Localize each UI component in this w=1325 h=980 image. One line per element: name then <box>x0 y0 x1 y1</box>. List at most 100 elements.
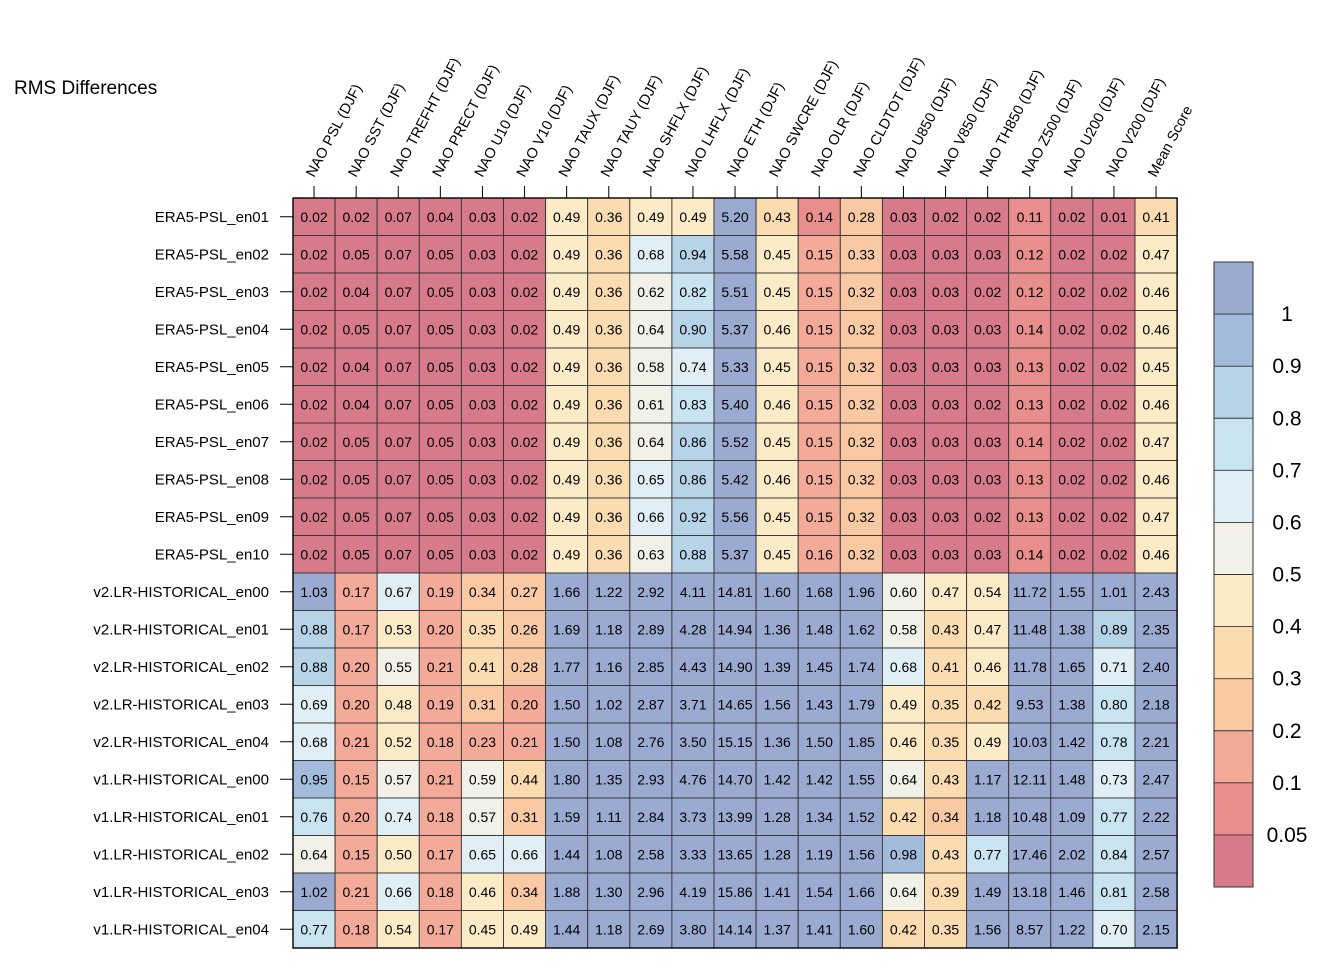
cell-value-label: 0.88 <box>300 621 327 637</box>
heatmap-cell <box>1008 235 1052 274</box>
cell-value-label: 0.18 <box>427 884 454 900</box>
cell-value-label: 0.05 <box>343 509 370 525</box>
cell-value-label: 0.02 <box>1100 546 1127 562</box>
cell-value-label: 0.46 <box>1142 284 1169 300</box>
cell-value-label: 1.62 <box>848 621 875 637</box>
heatmap-cells: 0.02 0.02 0.07 0.04 0.03 0.02 0.49 0.36 0.49 0.49… <box>292 197 1178 949</box>
heatmap-cell <box>418 722 462 761</box>
cell-value-label: 0.02 <box>300 434 327 450</box>
heatmap-cell <box>545 310 589 349</box>
row-label: ERA5-PSL_en07 <box>155 434 269 451</box>
cell-value-label: 0.59 <box>469 771 496 787</box>
colorbar-tick-label: 0.7 <box>1272 459 1301 482</box>
heatmap-cell <box>587 910 631 949</box>
heatmap-cell <box>966 272 1010 311</box>
heatmap-cell <box>503 647 547 686</box>
cell-value-label: 0.34 <box>469 584 496 600</box>
heatmap-cell <box>1050 760 1094 799</box>
cell-value-label: 0.05 <box>427 396 454 412</box>
cell-value-label: 0.36 <box>595 284 622 300</box>
cell-value-label: 12.11 <box>1013 771 1047 787</box>
cell-value-label: 0.49 <box>553 396 580 412</box>
cell-value-label: 1.55 <box>848 771 875 787</box>
cell-value-label: 0.17 <box>427 921 454 937</box>
cell-value-label: 1.17 <box>974 771 1001 787</box>
cell-value-label: 14.81 <box>718 584 753 600</box>
cell-value-label: 0.17 <box>343 621 370 637</box>
cell-value-label: 1.35 <box>595 771 622 787</box>
cell-value-label: 0.57 <box>469 809 496 825</box>
cell-value-label: 0.41 <box>932 659 959 675</box>
cell-value-label: 0.32 <box>848 546 875 562</box>
heatmap-cell <box>881 385 925 424</box>
heatmap-cell <box>460 310 504 349</box>
cell-value-label: 0.67 <box>385 584 412 600</box>
heatmap-cell <box>1092 572 1136 611</box>
heatmap-cell <box>376 310 420 349</box>
colorbar-tick-label: 0.3 <box>1272 668 1301 691</box>
colorbar: 1 0.9 0.8 0.7 0.6 0.5 0.4 0.3 0.2 0.1 0.05 <box>1213 261 1307 888</box>
cell-value-label: 0.07 <box>385 321 412 337</box>
cell-value-label: 0.03 <box>974 434 1001 450</box>
cell-value-label: 0.02 <box>1100 471 1127 487</box>
cell-value-label: 0.02 <box>300 471 327 487</box>
row-label: v2.LR-HISTORICAL_en03 <box>93 696 269 713</box>
cell-value-label: 0.45 <box>764 246 791 262</box>
cell-value-label: 4.19 <box>679 884 706 900</box>
cell-value-label: 0.42 <box>890 809 917 825</box>
heatmap-cell <box>292 610 336 649</box>
heatmap-cell <box>1134 610 1178 649</box>
row-label: v2.LR-HISTORICAL_en00 <box>93 584 269 601</box>
heatmap-cell <box>713 722 757 761</box>
cell-value-label: 0.05 <box>343 546 370 562</box>
cell-value-label: 3.33 <box>679 846 706 862</box>
heatmap-cell <box>292 460 336 499</box>
heatmap-cell <box>1092 760 1136 799</box>
cell-value-label: 0.26 <box>511 621 538 637</box>
heatmap-cell <box>1008 197 1052 236</box>
heatmap-cell <box>1092 797 1136 836</box>
cell-value-label: 0.07 <box>385 246 412 262</box>
cell-value-label: 13.18 <box>1012 884 1047 900</box>
heatmap-cell <box>1008 722 1052 761</box>
heatmap-cell <box>839 347 883 386</box>
heatmap-cell <box>503 235 547 274</box>
cell-value-label: 1.50 <box>553 696 580 712</box>
heatmap-cell <box>503 197 547 236</box>
heatmap-cell <box>1092 722 1136 761</box>
cell-value-label: 1.50 <box>806 734 833 750</box>
cell-value-label: 2.21 <box>1142 734 1169 750</box>
cell-value-label: 1.09 <box>1058 809 1085 825</box>
cell-value-label: 1.02 <box>300 884 327 900</box>
heatmap-cell <box>671 460 715 499</box>
cell-value-label: 0.64 <box>637 434 664 450</box>
cell-value-label: 0.47 <box>1142 434 1169 450</box>
cell-value-label: 0.21 <box>511 734 538 750</box>
cell-value-label: 1.18 <box>974 809 1001 825</box>
cell-value-label: 0.69 <box>300 696 327 712</box>
cell-value-label: 0.83 <box>679 396 706 412</box>
cell-value-label: 0.02 <box>1100 509 1127 525</box>
cell-value-label: 8.57 <box>1016 921 1043 937</box>
heatmap-cell <box>797 497 841 536</box>
cell-value-label: 0.21 <box>427 771 454 787</box>
cell-value-label: 0.36 <box>595 209 622 225</box>
cell-value-label: 4.28 <box>679 621 706 637</box>
cell-value-label: 0.14 <box>1016 321 1043 337</box>
row-label: ERA5-PSL_en09 <box>155 509 269 526</box>
cell-value-label: 0.46 <box>1142 471 1169 487</box>
cell-value-label: 0.50 <box>385 846 412 862</box>
heatmap-cell <box>797 797 841 836</box>
cell-value-label: 1.52 <box>848 809 875 825</box>
cell-value-label: 0.64 <box>637 321 664 337</box>
heatmap-cell <box>1050 272 1094 311</box>
cell-value-label: 1.80 <box>553 771 580 787</box>
heatmap-cell <box>376 422 420 461</box>
heatmap-cell <box>376 872 420 911</box>
heatmap-cell <box>1134 722 1178 761</box>
cell-value-label: 0.03 <box>890 246 917 262</box>
cell-value-label: 0.39 <box>932 884 959 900</box>
cell-value-label: 0.48 <box>385 696 412 712</box>
heatmap-cell <box>1134 760 1178 799</box>
